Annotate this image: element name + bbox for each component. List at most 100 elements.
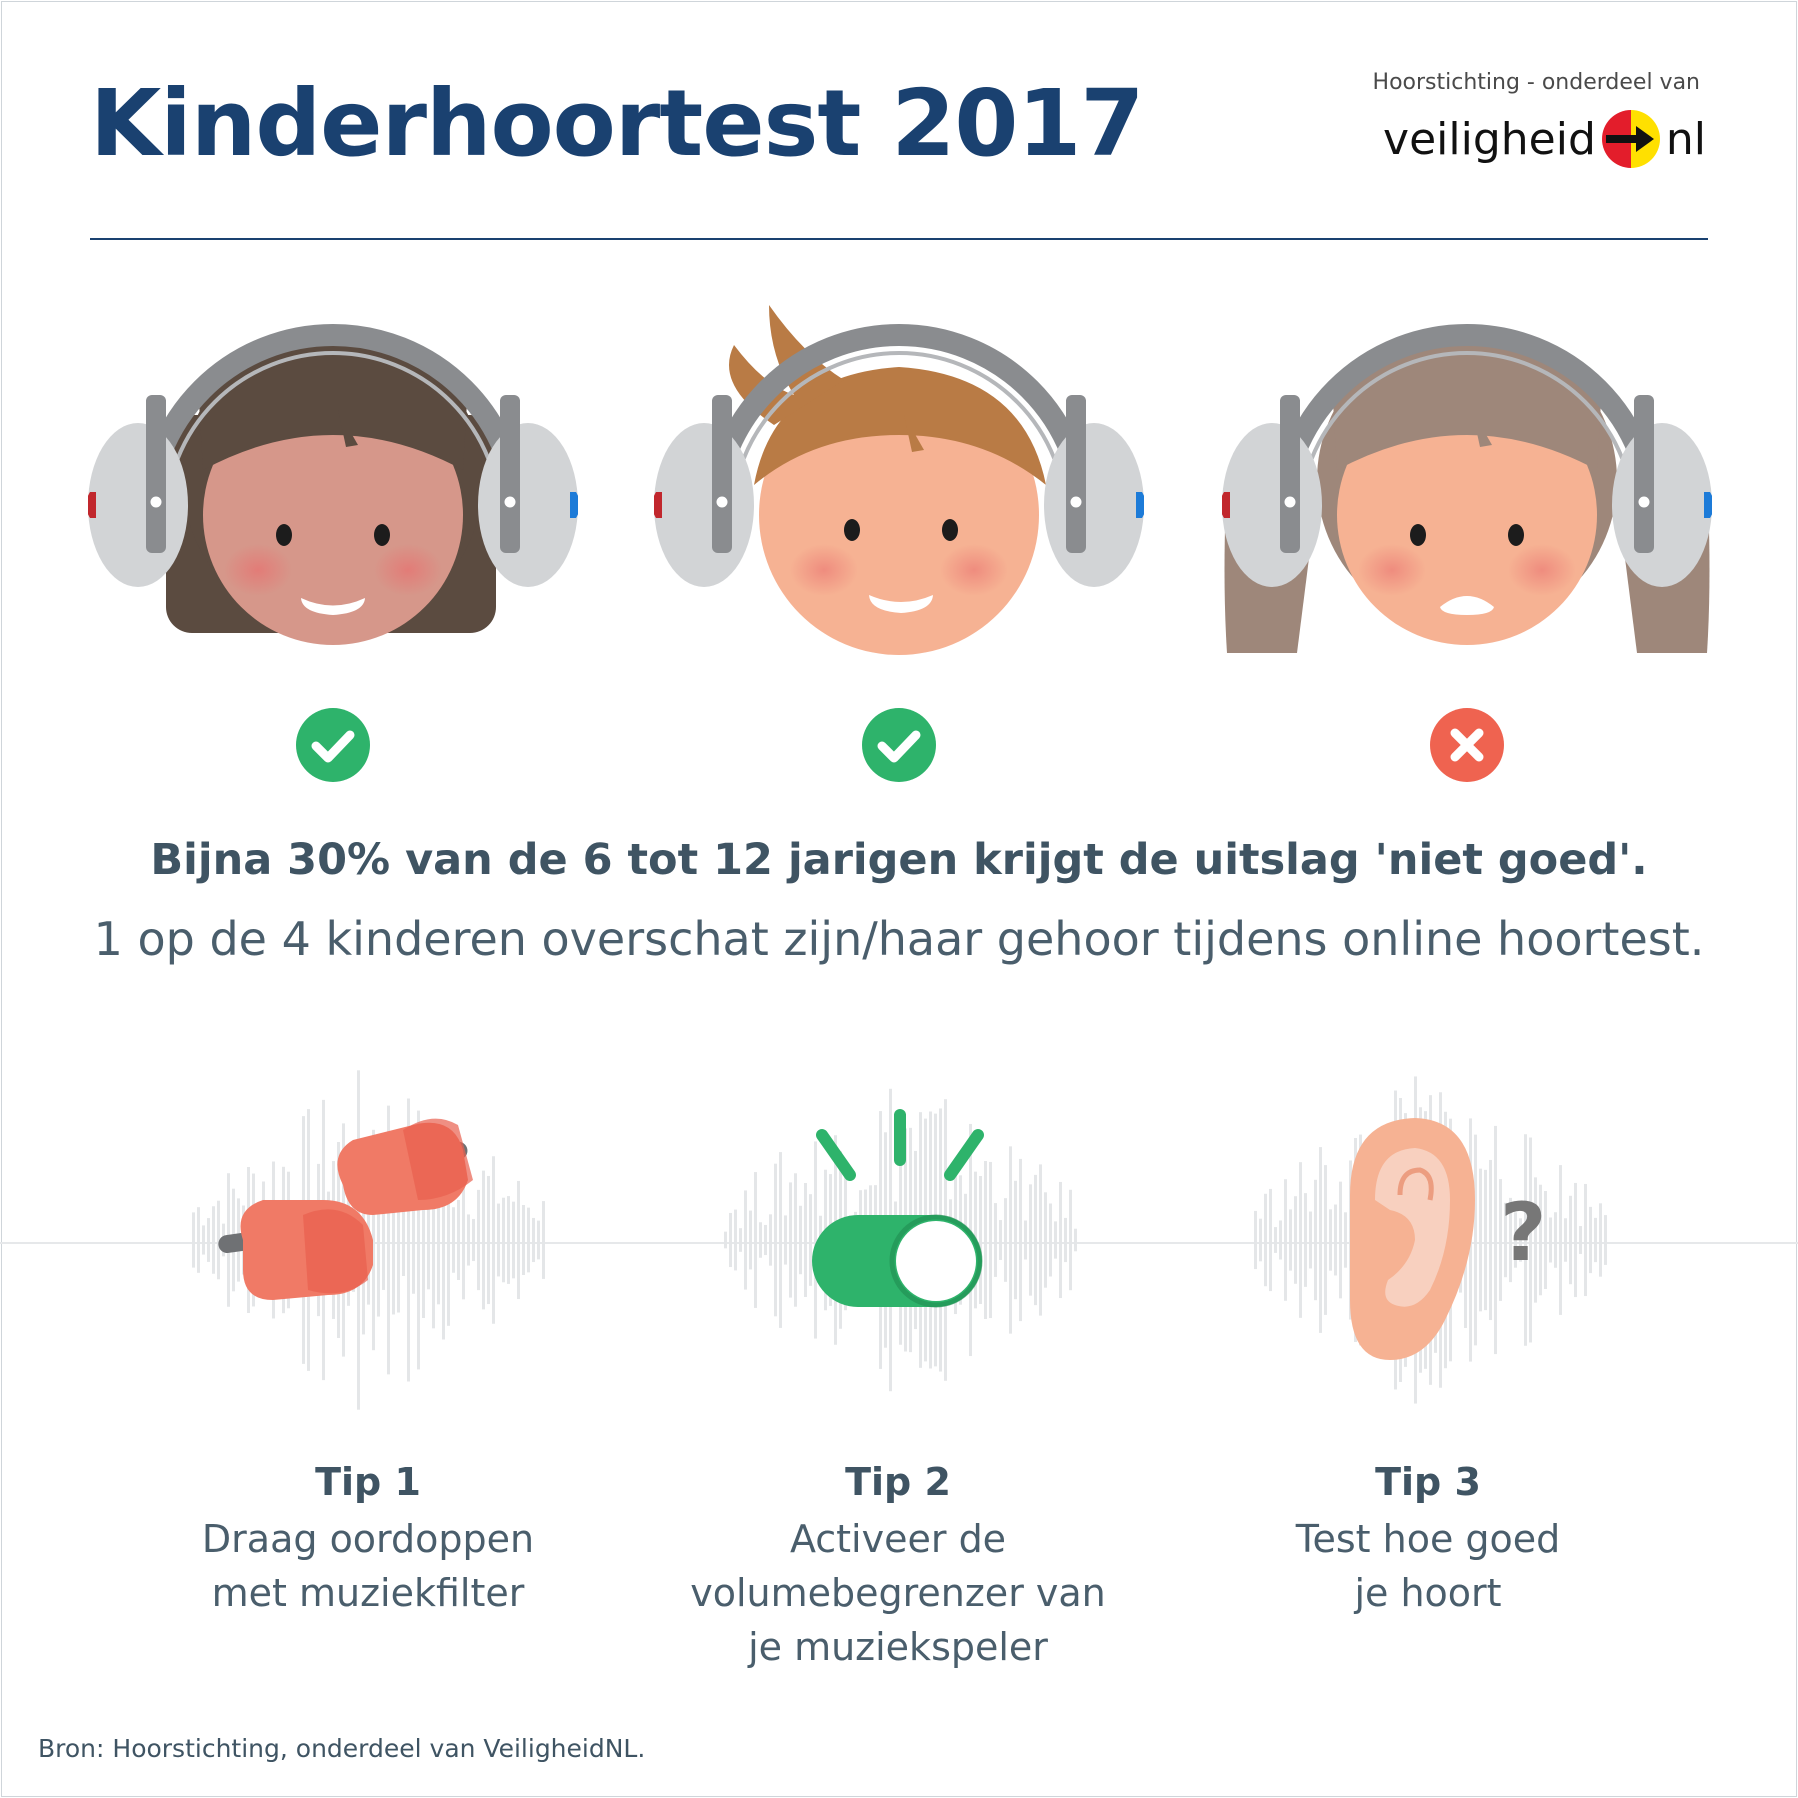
sound-wave-bar <box>794 1173 797 1307</box>
sound-wave-bar <box>759 1222 762 1258</box>
sound-wave-bar <box>1274 1227 1277 1253</box>
sound-wave-bar <box>994 1203 997 1277</box>
sound-wave-bar <box>1294 1196 1297 1284</box>
sound-wave-bar <box>804 1183 807 1297</box>
sound-wave-bar <box>1009 1146 1012 1334</box>
tip-2: Tip 2 Activeer de volumebegrenzer van je… <box>688 1460 1108 1674</box>
sound-wave-bar <box>1259 1218 1262 1262</box>
sound-wave-bar <box>457 1199 460 1281</box>
sound-wave-bar <box>1544 1190 1547 1290</box>
sound-wave-bar <box>532 1217 535 1263</box>
sound-wave-bar <box>744 1190 747 1290</box>
source-note: Bron: Hoorstichting, onderdeel van Veili… <box>38 1734 646 1763</box>
sound-wave-bar <box>192 1212 195 1268</box>
check-icon <box>296 708 370 782</box>
sound-wave-bar <box>1534 1177 1537 1303</box>
sound-wave-bar <box>377 1163 380 1317</box>
check-icon <box>862 708 936 782</box>
sound-wave-bar <box>1279 1220 1282 1260</box>
tip-2-line-2: volumebegrenzer van <box>690 1571 1106 1615</box>
sound-wave-bar <box>984 1161 987 1319</box>
sound-wave-bar <box>769 1214 772 1266</box>
sound-wave-bar <box>1559 1165 1562 1315</box>
sound-wave-bar <box>989 1161 992 1319</box>
sound-wave-bar <box>1039 1164 1042 1316</box>
sound-wave-bar <box>507 1196 510 1284</box>
sound-wave-bar <box>537 1220 540 1260</box>
sound-wave-bar <box>1334 1204 1337 1276</box>
sound-wave-bar <box>197 1207 200 1273</box>
sound-wave-bar <box>502 1197 505 1283</box>
sound-wave-bar <box>1474 1134 1477 1346</box>
sound-wave-bar <box>1029 1184 1032 1296</box>
sound-wave-bar <box>1504 1202 1507 1278</box>
sound-wave-bar <box>1479 1168 1482 1312</box>
sound-wave-bar <box>1519 1218 1522 1262</box>
sound-wave-bar <box>1269 1188 1272 1292</box>
svg-text:?: ? <box>1500 1186 1546 1279</box>
sound-wave-bar <box>1499 1179 1502 1301</box>
sound-wave-bar <box>779 1152 782 1328</box>
sound-wave-bar <box>407 1098 410 1382</box>
sound-wave-bar <box>432 1151 435 1329</box>
sound-wave-bar <box>522 1205 525 1275</box>
sound-wave-bar <box>1344 1212 1347 1268</box>
brand-subtitle: Hoorstichting - onderdeel van <box>1372 70 1700 95</box>
sound-wave-bar <box>1329 1209 1332 1271</box>
child-face-worried-3 <box>1222 324 1712 653</box>
tip-3: Tip 3 Test hoe goed je hoort <box>1218 1460 1638 1620</box>
cross-icon <box>1430 708 1504 782</box>
sound-wave-bar <box>1494 1125 1497 1355</box>
sound-wave-bar <box>1509 1197 1512 1283</box>
sound-wave-bar <box>372 1129 375 1351</box>
sound-wave-bar <box>382 1190 385 1290</box>
tip-3-heading: Tip 3 <box>1375 1460 1481 1504</box>
sound-wave-bar <box>1299 1162 1302 1318</box>
sound-wave-bar <box>1309 1211 1312 1269</box>
child-face-happy-1 <box>88 324 578 645</box>
stat-subline: 1 op de 4 kinderen overschat zijn/haar g… <box>93 912 1705 966</box>
brand-name-right: nl <box>1665 113 1706 165</box>
ear-question-icon: ? <box>1254 1076 1607 1404</box>
tip-2-line-1: Activeer de <box>789 1517 1007 1561</box>
sound-wave-bar <box>1064 1217 1067 1263</box>
sound-wave-bar <box>1314 1179 1317 1301</box>
sound-wave-bar <box>1489 1159 1492 1321</box>
sound-wave-bar <box>1529 1137 1532 1343</box>
sound-wave-bar <box>1569 1195 1572 1285</box>
sound-wave-bar <box>1339 1181 1342 1299</box>
sound-wave-bar <box>1019 1158 1022 1322</box>
sound-wave-bar <box>497 1203 500 1277</box>
tip-1-line-2: met muziekfilter <box>211 1571 525 1615</box>
sound-wave-bar <box>397 1167 400 1313</box>
sound-wave-bar <box>512 1201 515 1279</box>
sound-wave-bar <box>212 1206 215 1274</box>
sound-wave-bar <box>1254 1210 1257 1270</box>
sound-wave-bar <box>979 1176 982 1304</box>
sound-wave-bar <box>402 1203 405 1277</box>
sound-wave-bar <box>1284 1179 1287 1301</box>
sound-wave-bar <box>1004 1198 1007 1282</box>
sound-wave-bar <box>1319 1147 1322 1333</box>
sound-wave-bar <box>1514 1212 1517 1268</box>
sound-wave-bar <box>1594 1217 1597 1263</box>
brand-name-left: veiligheid <box>1383 113 1596 165</box>
sound-wave-bar <box>1484 1169 1487 1311</box>
sound-wave-bar <box>1524 1134 1527 1346</box>
sound-wave-bar <box>477 1189 480 1291</box>
volume-toggle-icon <box>724 1088 1077 1392</box>
sound-wave-bar <box>1599 1203 1602 1277</box>
sound-wave-bar <box>739 1228 742 1252</box>
sound-wave-bar <box>754 1172 757 1308</box>
sound-wave-bar <box>387 1105 390 1375</box>
sound-wave-bar <box>1059 1181 1062 1299</box>
sound-wave-bar <box>734 1209 737 1271</box>
sound-wave-bar <box>789 1182 792 1298</box>
sound-wave-bar <box>492 1156 495 1324</box>
sound-wave-bar <box>1289 1209 1292 1271</box>
child-face-happy-2 <box>654 305 1144 655</box>
sound-wave-bar <box>1054 1221 1057 1259</box>
sound-wave-bar <box>462 1180 465 1300</box>
tip-3-line-1: Test hoe goed <box>1295 1517 1561 1561</box>
